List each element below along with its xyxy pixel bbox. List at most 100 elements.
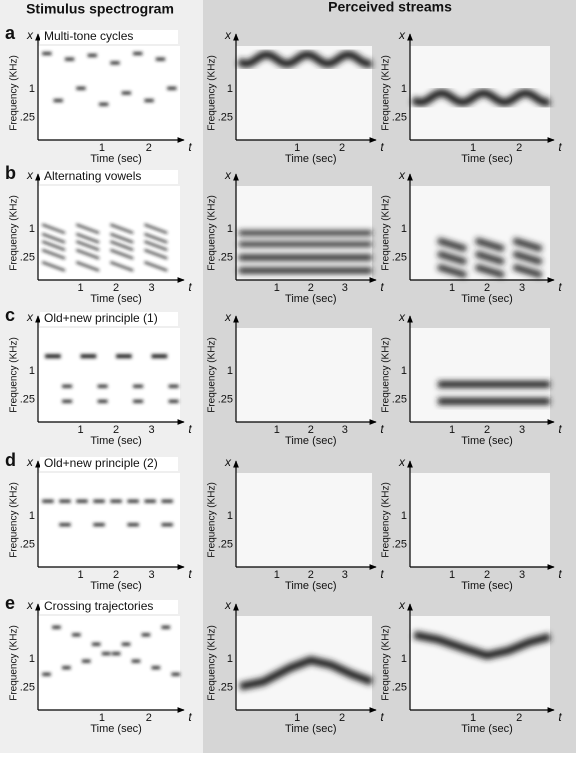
x-tick-label: 2 <box>308 424 314 436</box>
spectrogram <box>41 223 168 272</box>
tone <box>144 233 168 244</box>
x-axis-symbol: t <box>188 422 192 436</box>
y-axis-symbol: x <box>26 598 34 612</box>
y-axis-symbol: x <box>398 598 406 612</box>
x-axis-symbol: t <box>188 710 192 724</box>
spectrogram-background <box>38 616 180 710</box>
panel-letter: b <box>5 163 16 183</box>
spectrogram <box>45 354 179 403</box>
header-left: Stimulus spectrogram <box>26 1 174 17</box>
y-axis-label: Frequency (KHz) <box>381 55 392 131</box>
y-tick-label: .25 <box>218 681 233 693</box>
tone <box>437 237 467 252</box>
x-tick-label: 3 <box>149 424 155 436</box>
x-tick-label: 2 <box>146 142 152 154</box>
x-tick-label: 1 <box>470 142 476 154</box>
x-axis-label: Time (sec) <box>285 435 337 447</box>
x-tick-label: 1 <box>274 569 280 581</box>
x-axis-symbol: t <box>188 140 192 154</box>
tone <box>41 233 66 244</box>
x-axis-symbol: t <box>558 710 562 724</box>
spectrogram-background <box>38 473 180 567</box>
x-tick-label: 1 <box>294 142 300 154</box>
title-backdrop <box>40 600 178 614</box>
y-axis-label: Frequency (KHz) <box>9 337 20 413</box>
x-axis-symbol: t <box>380 710 384 724</box>
spectrogram-background <box>236 473 372 567</box>
y-axis-label: Frequency (KHz) <box>9 482 20 558</box>
panel-letter: d <box>5 450 16 470</box>
y-tick-label: 1 <box>401 83 407 95</box>
x-axis-label: Time (sec) <box>461 580 513 592</box>
x-axis-symbol: t <box>188 567 192 581</box>
x-tick-label: 2 <box>308 282 314 294</box>
x-axis-label: Time (sec) <box>90 435 142 447</box>
x-tick-label: 1 <box>274 282 280 294</box>
x-tick-label: 2 <box>339 142 345 154</box>
tone <box>110 233 134 244</box>
x-tick-label: 3 <box>519 569 525 581</box>
x-tick-label: 1 <box>294 712 300 724</box>
x-axis-label: Time (sec) <box>461 153 513 165</box>
x-tick-label: 3 <box>342 282 348 294</box>
tone <box>512 250 543 266</box>
y-axis-label: Frequency (KHz) <box>9 625 20 701</box>
tone <box>110 240 134 251</box>
y-tick-label: 1 <box>227 223 233 235</box>
x-tick-label: 3 <box>149 569 155 581</box>
y-axis-label: Frequency (KHz) <box>207 625 218 701</box>
x-tick-label: 3 <box>519 424 525 436</box>
x-tick-label: 1 <box>99 142 105 154</box>
y-tick-label: .25 <box>218 111 233 123</box>
y-tick-label: .25 <box>20 251 35 263</box>
tone <box>75 240 100 251</box>
tone <box>512 263 543 279</box>
x-tick-label: 1 <box>449 424 455 436</box>
y-axis-symbol: x <box>26 310 34 324</box>
title-backdrop <box>40 170 178 184</box>
tone <box>41 223 66 234</box>
y-tick-label: 1 <box>29 510 35 522</box>
tone <box>41 240 66 251</box>
y-tick-label: 1 <box>227 653 233 665</box>
x-axis-label: Time (sec) <box>90 153 142 165</box>
x-axis-symbol: t <box>188 280 192 294</box>
tone <box>41 248 66 260</box>
x-axis-label: Time (sec) <box>285 153 337 165</box>
stream-band <box>236 50 373 68</box>
y-axis-symbol: x <box>224 168 232 182</box>
panel-letter: a <box>5 23 16 43</box>
panel-letter: e <box>5 593 15 613</box>
y-axis-symbol: x <box>26 28 34 42</box>
x-axis-symbol: t <box>380 280 384 294</box>
x-tick-label: 2 <box>113 424 119 436</box>
x-tick-label: 1 <box>78 569 84 581</box>
spectrogram-background <box>410 473 550 567</box>
x-axis-symbol: t <box>558 567 562 581</box>
y-axis-label: Frequency (KHz) <box>207 55 218 131</box>
y-axis-symbol: x <box>224 455 232 469</box>
title-backdrop <box>40 30 178 44</box>
x-tick-label: 2 <box>484 424 490 436</box>
y-axis-symbol: x <box>398 310 406 324</box>
x-tick-label: 1 <box>78 282 84 294</box>
tone <box>75 261 100 272</box>
y-tick-label: 1 <box>29 365 35 377</box>
y-tick-label: .25 <box>20 538 35 550</box>
x-tick-label: 1 <box>449 569 455 581</box>
tone <box>144 223 168 234</box>
spectrogram-background <box>38 186 180 280</box>
x-tick-label: 2 <box>308 569 314 581</box>
spectrogram <box>42 52 177 106</box>
x-tick-label: 2 <box>146 712 152 724</box>
x-tick-label: 1 <box>99 712 105 724</box>
x-axis-symbol: t <box>380 422 384 436</box>
panel-title: Crossing trajectories <box>44 599 153 613</box>
y-axis-symbol: x <box>224 310 232 324</box>
x-tick-label: 2 <box>484 282 490 294</box>
x-tick-label: 2 <box>113 569 119 581</box>
spectrogram <box>410 88 551 107</box>
y-axis-label: Frequency (KHz) <box>381 337 392 413</box>
y-tick-label: .25 <box>20 111 35 123</box>
